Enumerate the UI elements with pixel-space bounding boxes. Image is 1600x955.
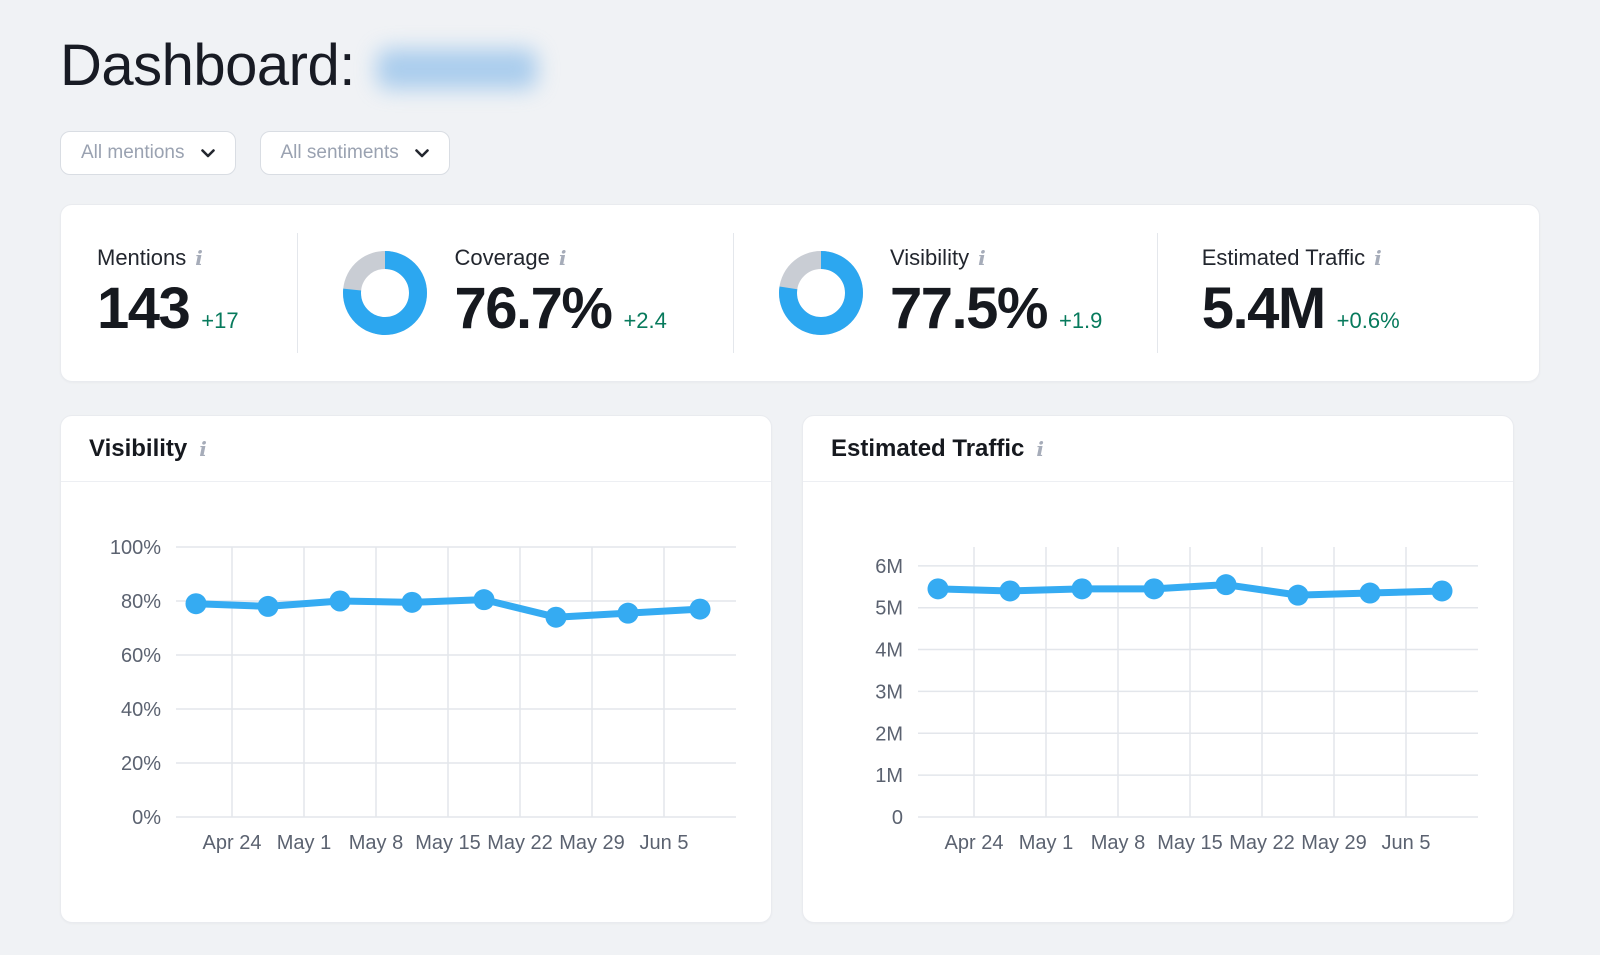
estimated-traffic-chart-title: Estimated Traffic xyxy=(831,434,1025,462)
info-icon[interactable]: i xyxy=(978,245,986,270)
data-point xyxy=(1359,582,1381,604)
info-icon[interactable]: i xyxy=(1374,245,1382,270)
stat-visibility-delta: +1.9 xyxy=(1058,307,1103,333)
x-tick-label: Jun 5 xyxy=(640,832,689,854)
dashboard-name-redacted xyxy=(376,48,537,89)
stat-coverage: Coverage i 76.7% +2.4 xyxy=(298,205,733,381)
x-tick-label: May 22 xyxy=(487,832,553,854)
stat-mentions-value: 143 xyxy=(97,275,191,341)
stat-visibility-value: 77.5% xyxy=(890,275,1048,341)
all-sentiments-dropdown-label: All sentiments xyxy=(280,142,399,163)
data-point xyxy=(617,602,639,624)
visibility-chart-card: Visibility i 0% 20% 40% 60% 80% 100% Apr 24 May… xyxy=(60,415,772,923)
coverage-donut-chart xyxy=(343,251,428,335)
chevron-down-icon xyxy=(414,148,429,157)
all-mentions-dropdown[interactable]: All mentions xyxy=(60,131,236,175)
x-tick-label: May 15 xyxy=(415,832,481,854)
y-tick-label: 0% xyxy=(132,807,161,829)
visibility-line-chart: 0% 20% 40% 60% 80% 100% Apr 24 May 1 May 8 May 15… xyxy=(110,537,736,854)
info-icon[interactable]: i xyxy=(199,436,207,461)
info-icon[interactable]: i xyxy=(558,245,567,270)
all-mentions-dropdown-label: All mentions xyxy=(81,142,185,163)
stat-coverage-label: Coverage xyxy=(454,244,550,270)
data-point xyxy=(999,580,1021,602)
data-point xyxy=(185,593,207,615)
y-tick-label: 2M xyxy=(875,723,903,745)
stat-mentions-delta: +17 xyxy=(201,307,239,333)
stat-estimated-traffic: Estimated Traffic i 5.4M +0.6% xyxy=(1158,205,1539,381)
y-tick-label: 5M xyxy=(875,598,903,620)
y-tick-label: 20% xyxy=(121,753,161,775)
x-tick-label: Apr 24 xyxy=(945,832,1004,854)
page-title: Dashboard: xyxy=(60,33,355,98)
x-tick-label: May 1 xyxy=(1019,832,1073,854)
data-point xyxy=(545,606,567,628)
x-tick-label: Apr 24 xyxy=(203,832,262,854)
visibility-donut-chart xyxy=(779,251,863,335)
divider xyxy=(297,233,299,353)
visibility-chart-title: Visibility xyxy=(89,434,188,462)
y-tick-label: 0 xyxy=(892,807,903,829)
data-point xyxy=(401,591,423,613)
series-line xyxy=(934,581,1446,599)
stat-estimated-traffic-delta: +0.6% xyxy=(1336,307,1400,333)
stat-mentions: Mentions i 143 +17 xyxy=(61,205,297,381)
info-icon[interactable]: i xyxy=(195,245,203,270)
y-tick-label: 4M xyxy=(875,640,903,662)
data-point xyxy=(329,590,351,612)
data-point xyxy=(927,578,949,600)
stat-mentions-label: Mentions xyxy=(97,244,187,270)
x-tick-label: May 8 xyxy=(1091,832,1145,854)
stat-coverage-delta: +2.4 xyxy=(623,307,667,333)
y-tick-label: 100% xyxy=(110,537,161,559)
y-tick-label: 80% xyxy=(121,591,161,613)
estimated-traffic-chart-card: Estimated Traffic i 0 1M 2M 3M 4M 5M 6M Apr 24 M… xyxy=(802,415,1514,923)
data-point xyxy=(1071,578,1093,600)
info-icon[interactable]: i xyxy=(1036,436,1045,461)
divider xyxy=(733,233,734,353)
x-tick-label: May 29 xyxy=(1301,832,1367,854)
y-tick-label: 40% xyxy=(121,699,161,721)
x-tick-label: May 29 xyxy=(559,832,625,854)
series-line xyxy=(192,596,704,621)
divider xyxy=(1156,233,1158,353)
stat-estimated-traffic-label: Estimated Traffic xyxy=(1201,244,1366,270)
charts-row: Visibility i 0% 20% 40% 60% 80% 100% Apr 24 May… xyxy=(60,415,1540,923)
y-tick-label: 60% xyxy=(121,645,161,667)
data-point xyxy=(689,598,711,620)
chevron-down-icon xyxy=(200,148,215,157)
page-title-row: Dashboard: xyxy=(60,32,1540,99)
x-tick-label: May 8 xyxy=(349,832,403,854)
stat-coverage-value: 76.7% xyxy=(454,275,612,341)
x-tick-label: Jun 5 xyxy=(1382,832,1431,854)
y-tick-label: 6M xyxy=(875,556,903,578)
y-tick-label: 3M xyxy=(875,681,903,703)
data-point xyxy=(257,595,279,617)
filters-bar: All mentions All sentiments xyxy=(60,131,1540,175)
y-tick-label: 1M xyxy=(875,765,903,787)
estimated-traffic-line-chart: 0 1M 2M 3M 4M 5M 6M Apr 24 May 1 May 8 May 15 May 2… xyxy=(875,547,1478,854)
data-point xyxy=(1287,584,1309,606)
summary-stats-card: Mentions i 143 +17 Coverage i xyxy=(60,204,1540,382)
x-tick-label: May 15 xyxy=(1157,832,1223,854)
data-point xyxy=(473,589,495,611)
data-point xyxy=(1215,574,1237,596)
dashboard-page: Dashboard: All mentions All sentiments M… xyxy=(60,32,1540,923)
x-tick-label: May 1 xyxy=(277,832,331,854)
x-tick-label: May 22 xyxy=(1229,832,1295,854)
stat-visibility: Visibility i 77.5% +1.9 xyxy=(734,205,1157,381)
all-sentiments-dropdown[interactable]: All sentiments xyxy=(259,131,450,175)
data-point xyxy=(1431,580,1453,602)
stat-visibility-label: Visibility xyxy=(890,244,970,270)
stat-estimated-traffic-value: 5.4M xyxy=(1201,275,1326,341)
data-point xyxy=(1143,578,1165,600)
